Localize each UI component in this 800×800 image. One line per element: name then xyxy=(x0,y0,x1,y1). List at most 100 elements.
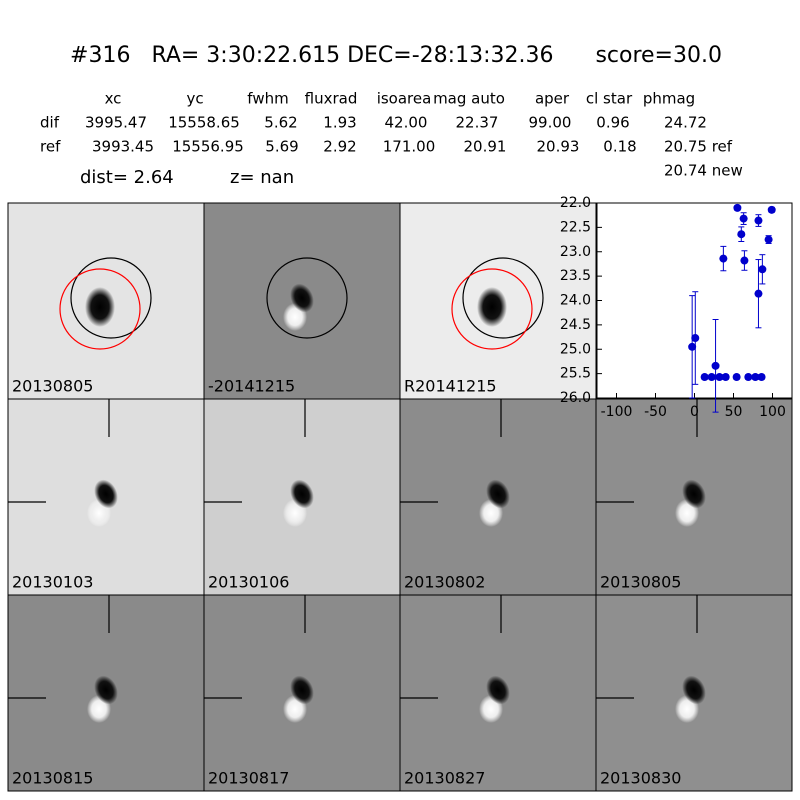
point xyxy=(707,373,716,382)
x-tick-label: 100 xyxy=(759,404,786,420)
dist: dist= 2.64 xyxy=(80,167,174,188)
aperture xyxy=(59,268,141,350)
point xyxy=(740,256,749,265)
source xyxy=(477,287,507,327)
y-tick-label: 22.0 xyxy=(560,195,591,211)
aperture xyxy=(462,257,544,339)
point xyxy=(758,265,767,274)
point xyxy=(757,373,766,382)
cell: 15556.95 xyxy=(172,138,244,156)
point xyxy=(700,373,709,382)
source-pos xyxy=(682,675,706,705)
panel-label: 20130805 xyxy=(600,573,681,592)
z: z= nan xyxy=(230,167,294,188)
cell: 20.91 xyxy=(464,138,507,156)
cell: 24.72 xyxy=(664,114,707,132)
y-tick-label: 23.5 xyxy=(560,268,591,284)
y-tick-label: 24.5 xyxy=(560,317,591,333)
point xyxy=(754,289,763,298)
point xyxy=(688,342,697,351)
point xyxy=(751,373,760,382)
row-label: ref xyxy=(40,138,61,156)
point xyxy=(754,216,763,225)
cell: 0.96 xyxy=(596,114,629,132)
cell: 20.93 xyxy=(537,138,580,156)
column-header: mag auto xyxy=(433,90,505,108)
column-header: fluxrad xyxy=(305,90,358,108)
point xyxy=(732,373,741,382)
column-header: fwhm xyxy=(247,90,288,108)
extra: 20.74 new xyxy=(664,162,743,180)
aperture xyxy=(266,257,348,339)
panel-label: 20130802 xyxy=(404,573,485,592)
column-header: xc xyxy=(105,90,122,108)
column-header: yc xyxy=(186,90,203,108)
point xyxy=(721,373,730,382)
x-tick-label: -50 xyxy=(644,404,667,420)
point xyxy=(767,205,776,214)
point xyxy=(744,373,753,382)
cell: 5.62 xyxy=(264,114,297,132)
y-tick-label: 23.0 xyxy=(560,244,591,260)
source-pos xyxy=(290,283,314,313)
source-pos xyxy=(290,675,314,705)
cell: 5.69 xyxy=(265,138,298,156)
cell: 3993.45 xyxy=(92,138,154,156)
row-label: dif xyxy=(40,114,60,132)
panel-label: 20130103 xyxy=(12,573,93,592)
point xyxy=(764,235,773,244)
source-pos xyxy=(682,479,706,509)
panel-label: 20130817 xyxy=(208,769,289,788)
cell: 42.00 xyxy=(385,114,428,132)
point xyxy=(691,334,700,343)
panel-label: -20141215 xyxy=(208,377,295,396)
point xyxy=(711,361,720,370)
id: #316 xyxy=(70,43,130,68)
cell: 22.37 xyxy=(456,114,499,132)
cell: 171.00 xyxy=(383,138,436,156)
y-tick-label: 25.5 xyxy=(560,366,591,382)
cell: 20.75 ref xyxy=(664,138,733,156)
panel-label: 20130106 xyxy=(208,573,289,592)
cell: 15558.65 xyxy=(168,114,240,132)
plot-area xyxy=(596,202,793,399)
panel-label: 20130805 xyxy=(12,377,93,396)
point xyxy=(737,230,746,239)
x-tick-label: 50 xyxy=(725,404,743,420)
panel-label: R20141215 xyxy=(404,377,497,396)
aperture xyxy=(451,268,533,350)
cell: 99.00 xyxy=(529,114,572,132)
source-pos xyxy=(290,479,314,509)
x-tick-label: -100 xyxy=(601,404,633,420)
y-tick-label: 26.0 xyxy=(560,390,591,406)
column-header: phmag xyxy=(643,90,695,108)
score: score=30.0 xyxy=(595,43,722,68)
title: #316 RA= 3:30:22.615 DEC=-28:13:32.36 sc… xyxy=(70,43,722,68)
column-header: cl star xyxy=(586,90,633,108)
column-header: aper xyxy=(535,90,570,108)
source-pos xyxy=(486,479,510,509)
aperture xyxy=(70,257,152,339)
source-pos xyxy=(486,675,510,705)
cell: 0.18 xyxy=(603,138,636,156)
panel-label: 20130815 xyxy=(12,769,93,788)
cell: 2.92 xyxy=(323,138,356,156)
point xyxy=(739,214,748,223)
coords: RA= 3:30:22.615 DEC=-28:13:32.36 xyxy=(151,43,553,68)
y-tick-label: 22.5 xyxy=(560,219,591,235)
point xyxy=(715,373,724,382)
source-pos xyxy=(94,675,118,705)
source xyxy=(85,287,115,327)
cell: 3995.47 xyxy=(85,114,147,132)
cell: 1.93 xyxy=(323,114,356,132)
column-header: isoarea xyxy=(377,90,432,108)
y-tick-label: 25.0 xyxy=(560,341,591,357)
point xyxy=(733,203,742,212)
x-tick-label: 0 xyxy=(690,404,699,420)
source-pos xyxy=(94,479,118,509)
point xyxy=(719,254,728,263)
panel-label: 20130830 xyxy=(600,769,681,788)
y-tick-label: 24.0 xyxy=(560,293,591,309)
panel-label: 20130827 xyxy=(404,769,485,788)
